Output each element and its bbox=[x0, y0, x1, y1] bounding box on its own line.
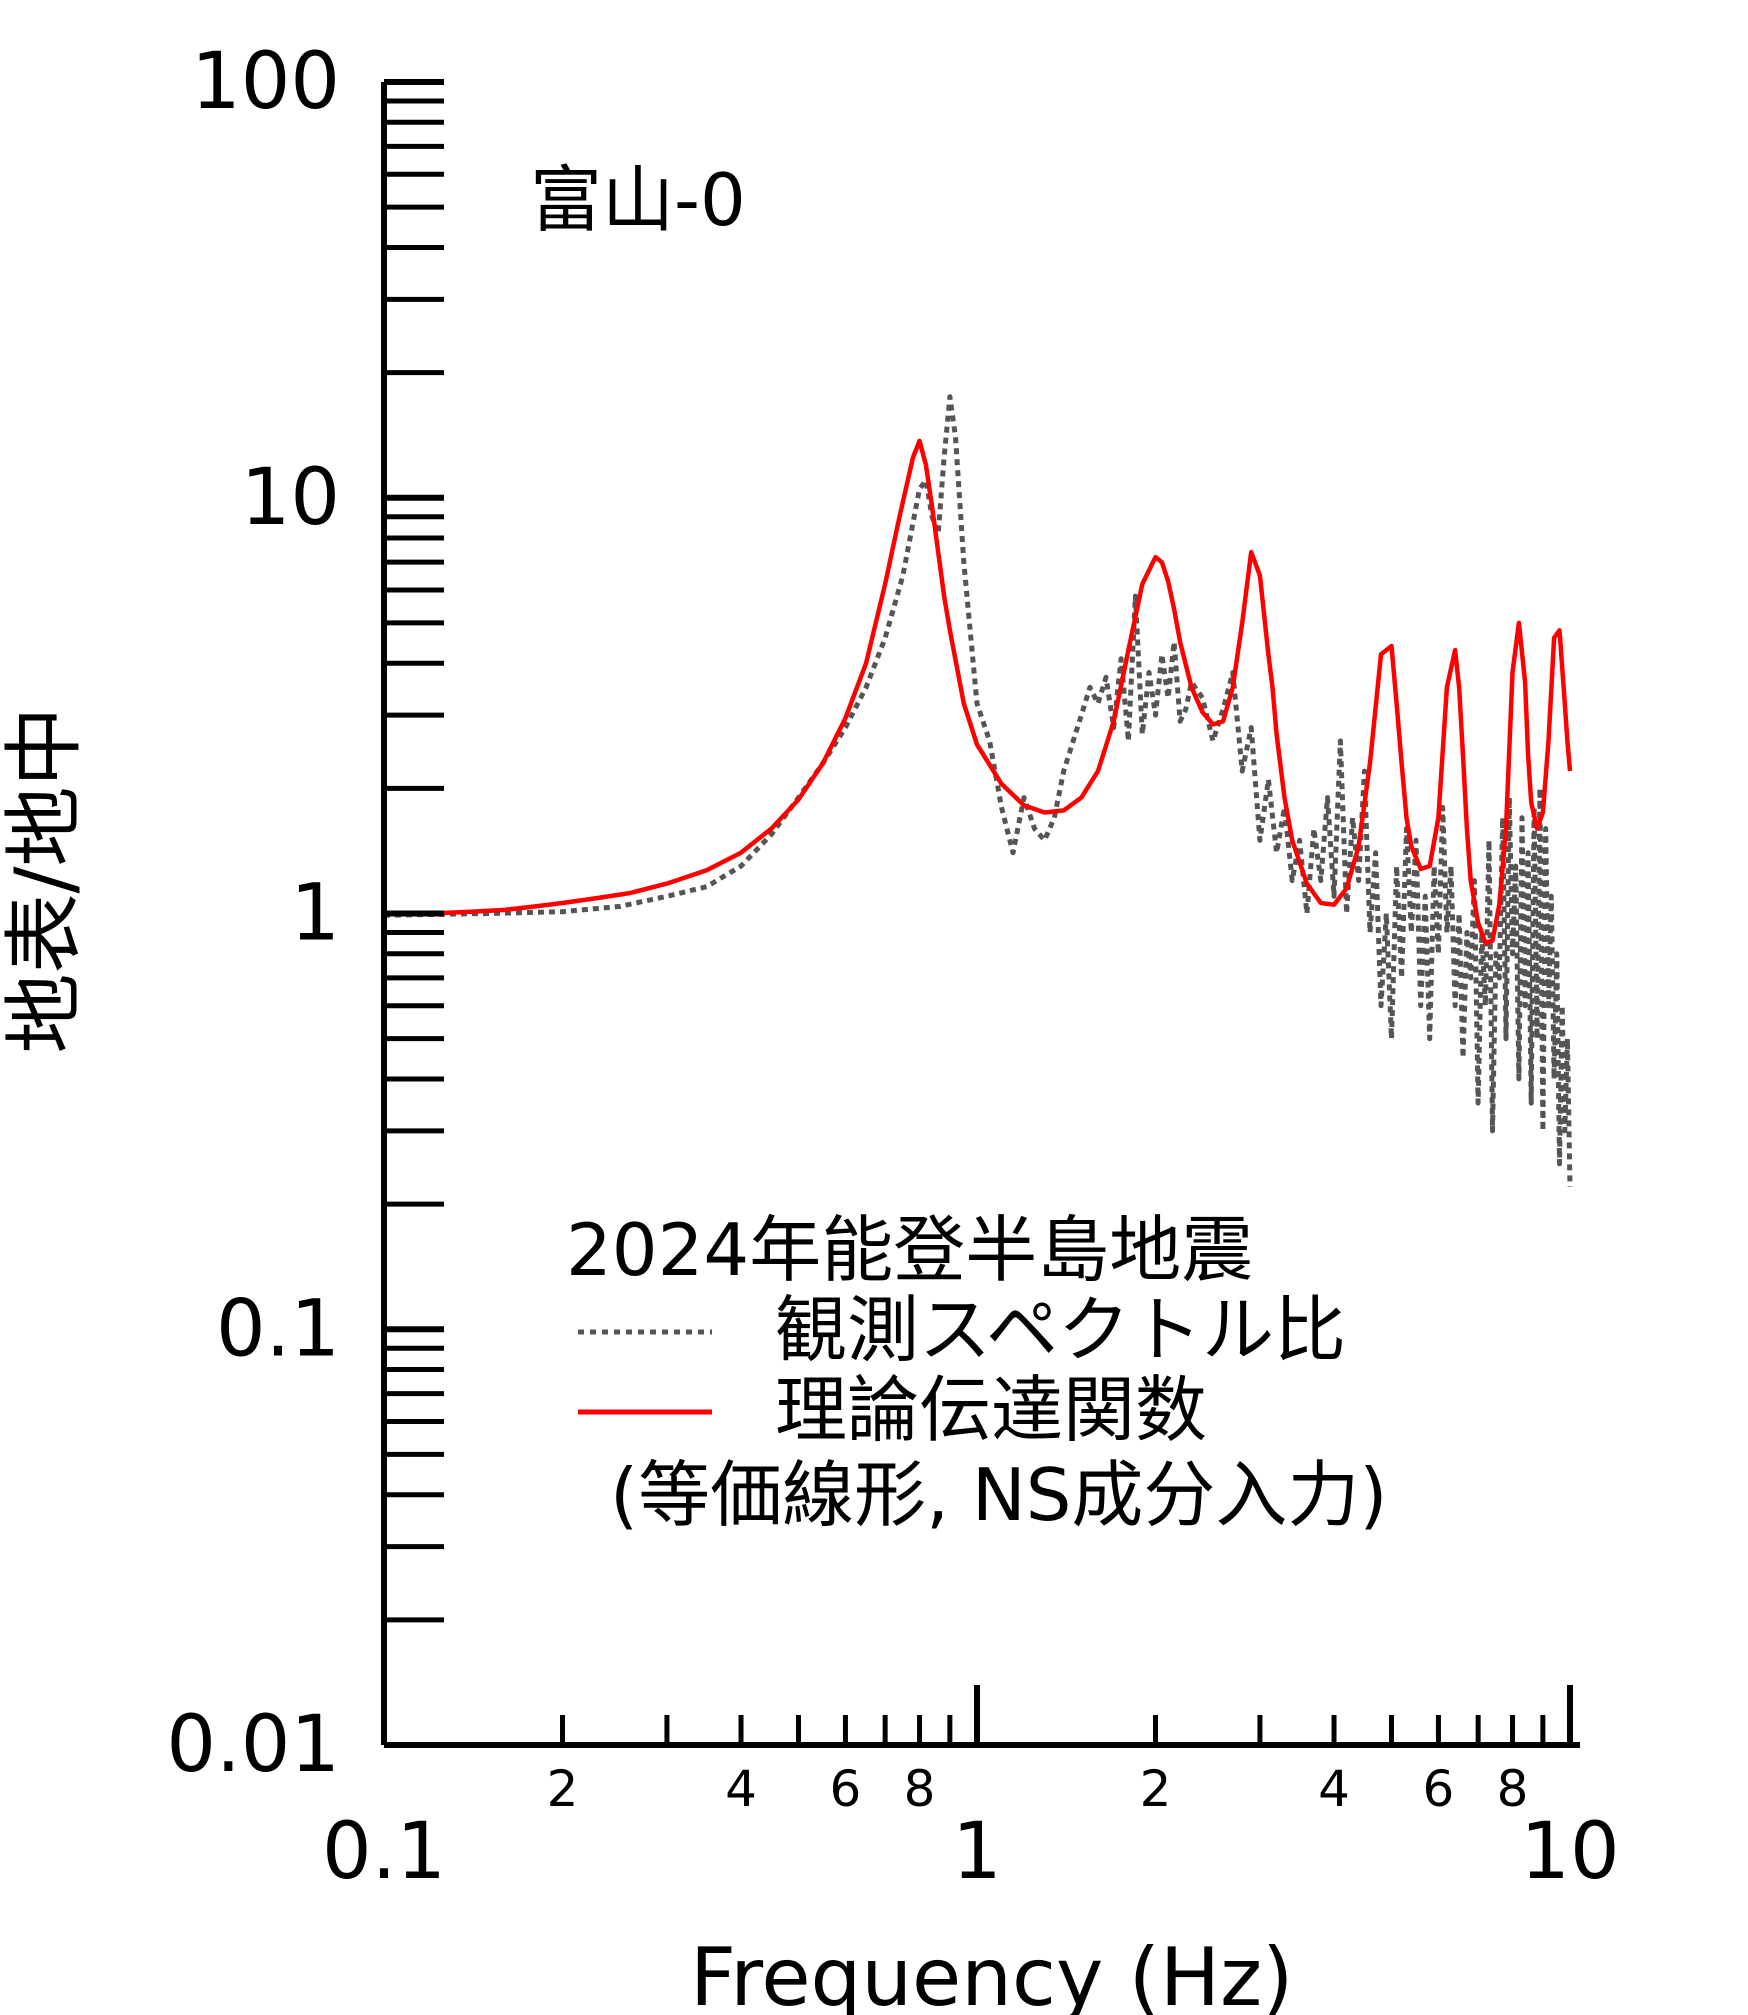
x-minor-tick-label: 4 bbox=[725, 1760, 757, 1818]
chart-title: 富山-0 bbox=[530, 158, 746, 242]
x-tick-label: 0.1 bbox=[322, 1807, 446, 1897]
legend: 2024年能登半島地震 観測スペクトル比 理論伝達関数 (等価線形, NS成分入… bbox=[566, 1208, 1388, 1537]
legend-note: (等価線形, NS成分入力) bbox=[610, 1453, 1388, 1537]
y-tick-label: 10 bbox=[241, 453, 340, 543]
y-tick-label: 100 bbox=[191, 37, 340, 127]
x-minor-tick-label: 8 bbox=[1497, 1760, 1529, 1818]
legend-label-theory: 理論伝達関数 bbox=[775, 1368, 1207, 1452]
series-layer bbox=[383, 394, 1573, 1187]
series-line-observed bbox=[383, 394, 1573, 1187]
y-tick-label: 1 bbox=[290, 869, 340, 959]
x-tick-label: 10 bbox=[1520, 1807, 1619, 1897]
y-tick-label: 0.1 bbox=[216, 1284, 340, 1374]
legend-label-observed: 観測スペクトル比 bbox=[775, 1288, 1346, 1372]
series-line-theory bbox=[384, 438, 1573, 946]
x-minor-tick-label: 2 bbox=[1140, 1760, 1172, 1818]
y-tick-label: 0.01 bbox=[166, 1700, 340, 1790]
x-minor-tick-label: 6 bbox=[830, 1760, 862, 1818]
legend-title: 2024年能登半島地震 bbox=[566, 1208, 1253, 1292]
x-minor-tick-label: 8 bbox=[904, 1760, 936, 1818]
x-minor-tick-label: 2 bbox=[547, 1760, 579, 1818]
y-axis-label: 地表/地中 bbox=[0, 707, 91, 1054]
x-minor-tick-label: 4 bbox=[1318, 1760, 1350, 1818]
x-ticks: 0.1 1 102 4 6 8 2 4 6 8 bbox=[322, 1685, 1620, 1897]
x-tick-label: 1 bbox=[952, 1807, 1002, 1897]
x-minor-tick-label: 6 bbox=[1423, 1760, 1455, 1818]
y-ticks: 100 10 1 0.1 0.01 bbox=[166, 37, 444, 1790]
x-axis-label: Frequency (Hz) bbox=[690, 1931, 1293, 2015]
